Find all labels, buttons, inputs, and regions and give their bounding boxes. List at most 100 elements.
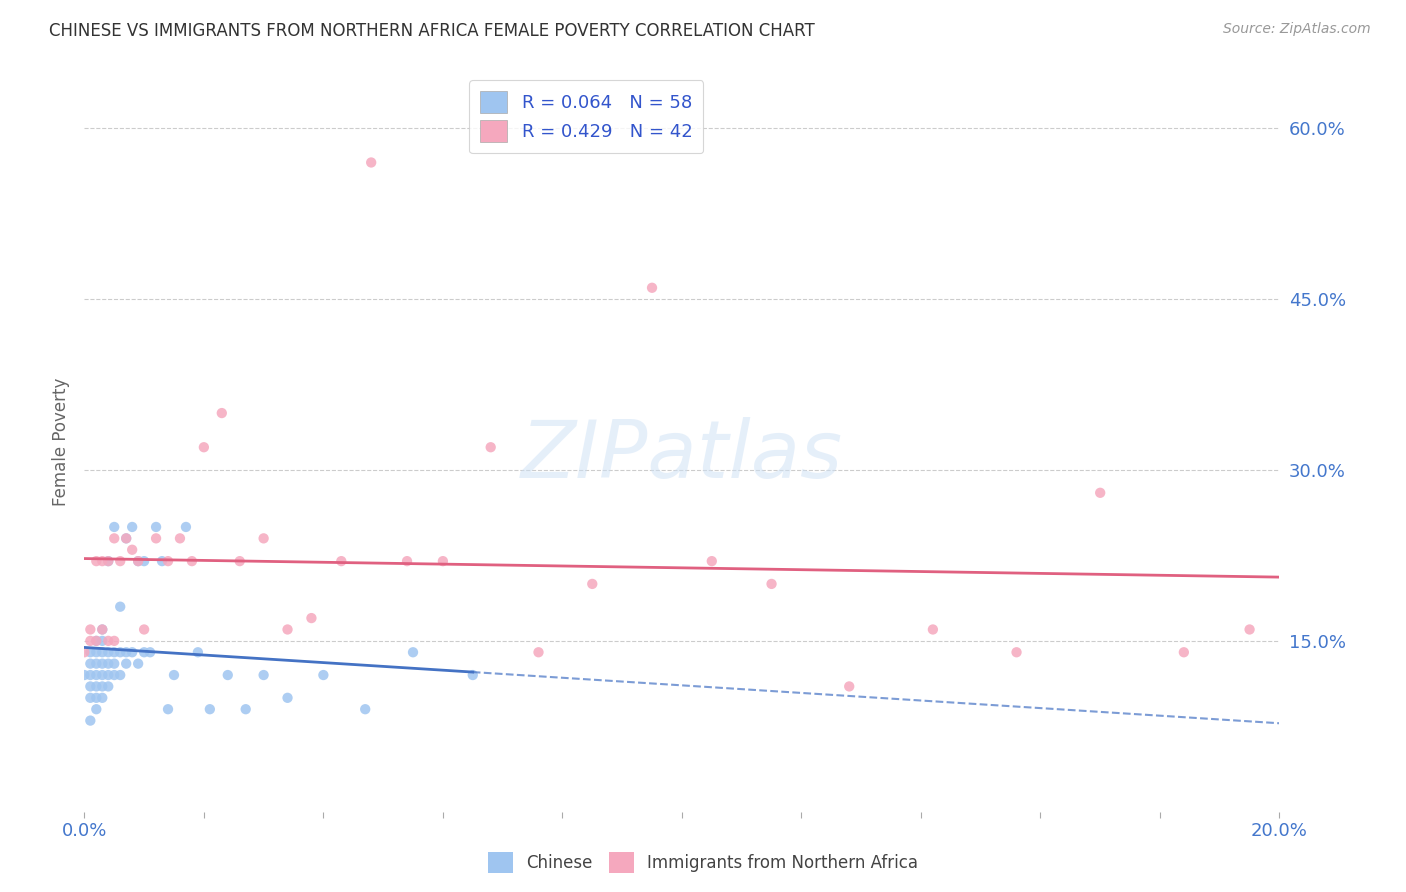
Y-axis label: Female Poverty: Female Poverty — [52, 377, 70, 506]
Point — [253, 532, 276, 546]
Point — [127, 657, 149, 671]
Point — [330, 554, 353, 568]
Point — [86, 633, 108, 648]
Point — [211, 406, 233, 420]
Point — [110, 554, 132, 568]
Point — [97, 645, 120, 659]
Point — [181, 554, 204, 568]
Point — [700, 554, 723, 568]
Point — [97, 668, 120, 682]
Point — [301, 611, 323, 625]
Point — [91, 657, 114, 671]
Point — [121, 542, 143, 557]
Point — [461, 668, 484, 682]
Point — [115, 657, 138, 671]
Point — [86, 702, 108, 716]
Point — [217, 668, 239, 682]
Point — [86, 668, 108, 682]
Legend: Chinese, Immigrants from Northern Africa: Chinese, Immigrants from Northern Africa — [481, 846, 925, 880]
Point — [86, 633, 108, 648]
Point — [79, 714, 101, 728]
Point — [97, 554, 120, 568]
Point — [157, 702, 180, 716]
Point — [115, 645, 138, 659]
Point — [91, 680, 114, 694]
Point — [91, 645, 114, 659]
Point — [86, 690, 108, 705]
Point — [922, 623, 945, 637]
Point — [145, 520, 167, 534]
Point — [253, 668, 276, 682]
Point — [1005, 645, 1028, 659]
Point — [79, 680, 101, 694]
Point — [1173, 645, 1195, 659]
Point — [127, 554, 149, 568]
Point — [228, 554, 252, 568]
Point — [235, 702, 257, 716]
Point — [132, 645, 156, 659]
Point — [79, 657, 101, 671]
Point — [73, 668, 96, 682]
Text: Source: ZipAtlas.com: Source: ZipAtlas.com — [1223, 22, 1371, 37]
Point — [86, 680, 108, 694]
Point — [73, 645, 96, 659]
Text: ZIPatlas: ZIPatlas — [520, 417, 844, 495]
Point — [103, 668, 125, 682]
Point — [91, 668, 114, 682]
Point — [354, 702, 377, 716]
Point — [110, 668, 132, 682]
Point — [127, 554, 149, 568]
Point — [150, 554, 173, 568]
Point — [277, 690, 299, 705]
Point — [360, 155, 382, 169]
Point — [838, 680, 860, 694]
Point — [86, 645, 108, 659]
Point — [91, 623, 114, 637]
Point — [91, 633, 114, 648]
Text: CHINESE VS IMMIGRANTS FROM NORTHERN AFRICA FEMALE POVERTY CORRELATION CHART: CHINESE VS IMMIGRANTS FROM NORTHERN AFRI… — [49, 22, 815, 40]
Point — [132, 623, 156, 637]
Point — [103, 657, 125, 671]
Point — [115, 532, 138, 546]
Point — [121, 520, 143, 534]
Point — [103, 520, 125, 534]
Point — [641, 281, 664, 295]
Point — [79, 668, 101, 682]
Point — [86, 657, 108, 671]
Point — [97, 657, 120, 671]
Point — [312, 668, 335, 682]
Point — [527, 645, 550, 659]
Point — [97, 680, 120, 694]
Point — [79, 623, 101, 637]
Point — [103, 633, 125, 648]
Point — [79, 690, 101, 705]
Point — [187, 645, 209, 659]
Point — [277, 623, 299, 637]
Point — [86, 554, 108, 568]
Point — [91, 690, 114, 705]
Point — [396, 554, 419, 568]
Point — [132, 554, 156, 568]
Point — [79, 633, 101, 648]
Point — [139, 645, 162, 659]
Point — [479, 440, 502, 454]
Point — [110, 645, 132, 659]
Point — [174, 520, 197, 534]
Point — [103, 532, 125, 546]
Point — [761, 577, 783, 591]
Point — [163, 668, 186, 682]
Point — [91, 554, 114, 568]
Legend: R = 0.064   N = 58, R = 0.429   N = 42: R = 0.064 N = 58, R = 0.429 N = 42 — [470, 80, 703, 153]
Point — [1239, 623, 1261, 637]
Point — [121, 645, 143, 659]
Point — [91, 623, 114, 637]
Point — [402, 645, 425, 659]
Point — [145, 532, 167, 546]
Point — [103, 645, 125, 659]
Point — [97, 554, 120, 568]
Point — [115, 532, 138, 546]
Point — [198, 702, 221, 716]
Point — [110, 599, 132, 614]
Point — [193, 440, 215, 454]
Point — [169, 532, 191, 546]
